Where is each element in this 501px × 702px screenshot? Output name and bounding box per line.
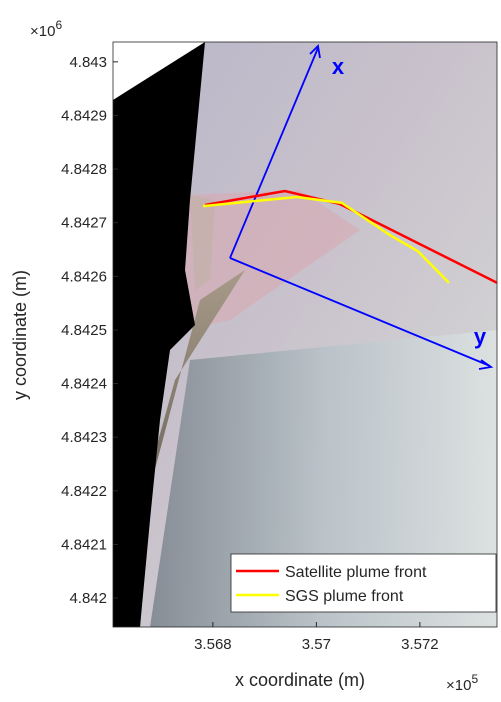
y-tick-label: 4.8424 [61,376,107,393]
photo-background [113,42,497,627]
legend-label: Satellite plume front [285,564,427,581]
y-tick-label: 4.8425 [61,322,107,339]
y-tick-label: 4.8423 [61,429,107,446]
y-tick-label: 4.843 [69,54,107,71]
plot-lines [202,189,497,284]
y-axis-label: y coordinate (m) [10,270,30,400]
annotation: x [332,54,345,79]
multiplier-power: 6 [55,18,62,32]
y-multiplier: ×106 [30,18,62,40]
plume-line [202,195,450,284]
y-tick-label: 4.8422 [61,483,107,500]
y-tick-label: 4.842 [69,590,107,607]
y-tick-label: 4.8421 [61,536,107,553]
legend-label: SGS plume front [285,588,404,605]
x-tick-label: 3.568 [194,636,232,653]
multiplier-base: ×10 [30,23,55,40]
multiplier-base: ×10 [446,677,471,694]
axis-arrows [229,44,494,370]
y-tick-label: 4.8429 [61,107,107,124]
x-tick-label: 3.57 [302,636,331,653]
plot-frame [112,41,498,628]
y-tick-label: 4.8427 [61,215,107,232]
y-tick-label: 4.8426 [61,268,107,285]
annotation: y [474,324,487,349]
y-tick-label: 4.8428 [61,161,107,178]
plume-line [204,189,497,284]
multiplier-power: 5 [471,672,478,686]
x-axis-label: x coordinate (m) [235,670,365,690]
x-tick-label: 3.572 [401,636,439,653]
legend-box [230,553,497,613]
x-multiplier: ×105 [446,672,478,694]
